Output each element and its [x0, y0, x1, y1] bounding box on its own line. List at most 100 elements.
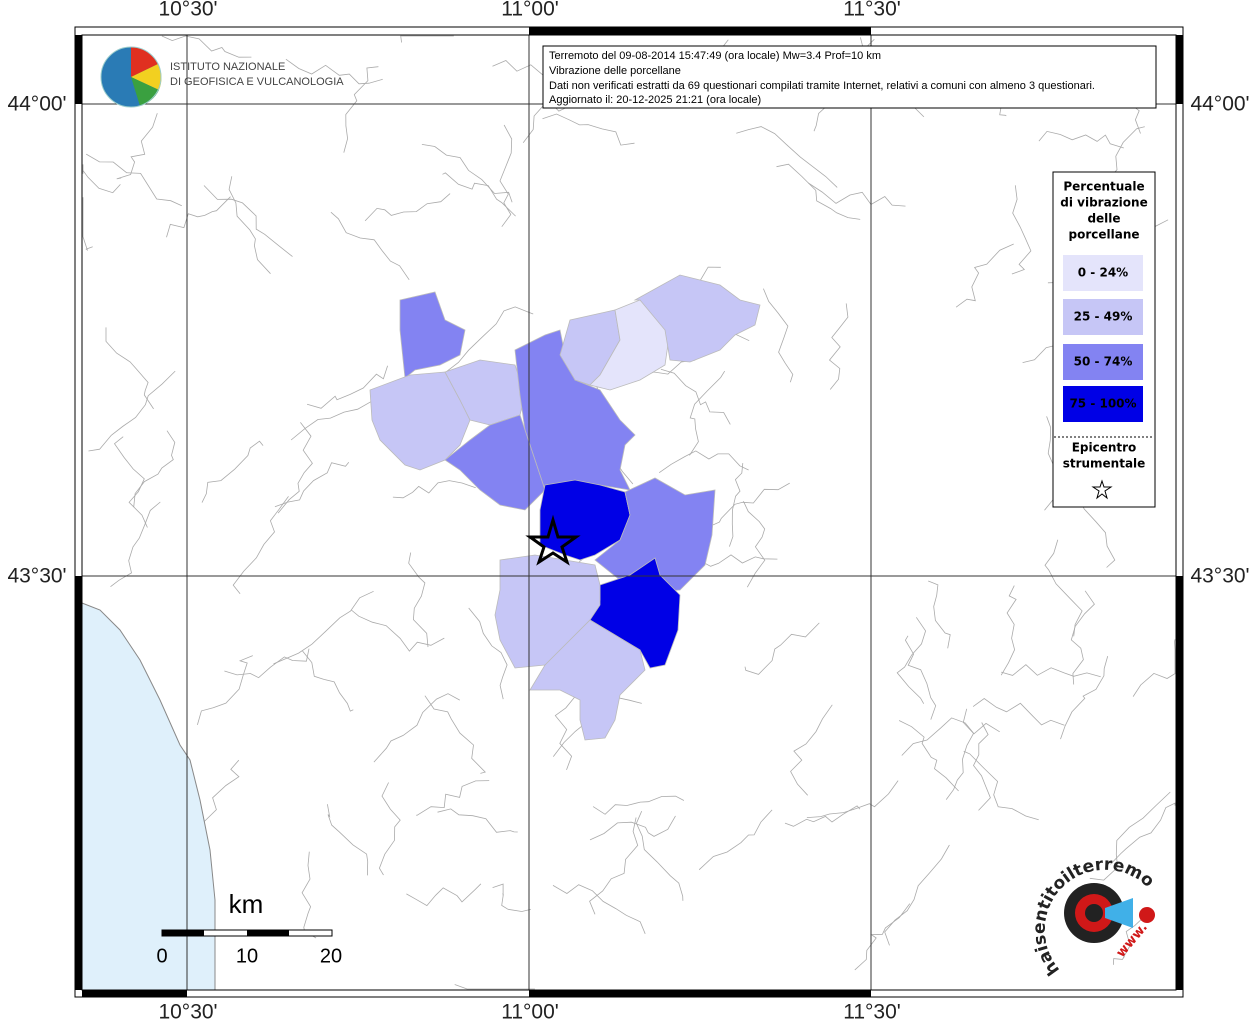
globe-outline — [100, 46, 162, 108]
boundary — [228, 176, 271, 274]
municipality — [529, 619, 646, 741]
legend-swatch — [1063, 299, 1143, 335]
info-box: Terremoto del 09-08-2014 15:47:49 (ora l… — [542, 45, 1157, 109]
legend: Percentuale di vibrazione delle porcella… — [1052, 171, 1156, 508]
boundary — [105, 327, 154, 410]
legend-swatch — [1063, 255, 1143, 291]
epicenter-star — [525, 514, 581, 566]
logo-text: ISTITUTO NAZIONALE — [170, 61, 285, 73]
boundary — [161, 35, 252, 58]
scale-tick: 10 — [236, 945, 258, 967]
municipality — [539, 479, 631, 561]
boundary — [82, 164, 121, 194]
globe-wedge — [131, 47, 158, 77]
lon-label: 11°30' — [843, 0, 901, 21]
boundary — [421, 144, 513, 203]
boundary — [589, 815, 676, 841]
badge-horn — [1105, 898, 1133, 928]
badge-dot — [1139, 907, 1155, 923]
boundary — [898, 720, 959, 792]
lat-label: 44°00' — [7, 93, 66, 116]
boundary — [963, 750, 1039, 821]
boundary — [744, 622, 820, 675]
legend-label: 0 - 24% — [1078, 266, 1128, 280]
boundary — [542, 113, 635, 146]
logo-text: DI GEOFISICA E VULCANOLOGIA — [170, 76, 344, 88]
frame-bar — [1176, 35, 1183, 104]
frame-bar — [75, 576, 82, 990]
boundary — [406, 883, 482, 907]
lat-label: 44°00' — [1190, 93, 1249, 116]
boundary — [85, 153, 182, 207]
boundary — [743, 501, 766, 588]
legend-swatch — [1063, 386, 1143, 422]
globe-wedge — [131, 64, 162, 90]
legend-title: di vibrazione — [1060, 196, 1147, 210]
boundary — [705, 482, 790, 529]
boundary — [928, 580, 951, 649]
boundary — [444, 306, 534, 374]
boundary — [729, 463, 744, 547]
info-frame — [542, 45, 1157, 109]
lat-label: 43°30' — [1190, 565, 1249, 588]
boundary — [736, 126, 838, 188]
boundary — [589, 817, 639, 915]
lon-label: 10°30' — [158, 1001, 217, 1024]
boundary — [201, 440, 264, 503]
boundary — [378, 782, 401, 876]
boundary — [635, 810, 684, 901]
boundary — [790, 704, 833, 796]
info-line: Terremoto del 09-08-2014 15:47:49 (ora l… — [549, 50, 881, 62]
scale-unit: km — [229, 889, 264, 919]
boundary — [592, 795, 685, 815]
lat-label: 43°30' — [7, 565, 66, 588]
boundary — [1110, 802, 1176, 865]
boundary — [955, 243, 1014, 308]
boundary — [658, 450, 749, 474]
boundary — [1070, 590, 1095, 685]
frame-bar — [529, 27, 871, 35]
boundary — [1001, 664, 1101, 678]
boundary — [82, 197, 93, 251]
boundary — [945, 708, 974, 800]
frame-bar — [75, 35, 82, 104]
ingv-logo: ISTITUTO NAZIONALE DI GEOFISICA E VULCAN… — [100, 46, 344, 108]
legend-epicenter: Epicentro — [1072, 441, 1137, 455]
boundary — [166, 196, 231, 238]
boundary — [330, 211, 410, 281]
boundary — [1132, 639, 1176, 697]
boundary — [116, 113, 158, 180]
legend-title: delle — [1087, 212, 1120, 226]
frame-bar — [529, 990, 871, 997]
boundary — [408, 552, 429, 648]
legend-label: 50 - 74% — [1074, 355, 1133, 369]
scale-seg — [247, 930, 289, 936]
boundary — [884, 844, 950, 946]
boundary — [896, 617, 927, 704]
lon-label: 11°00' — [501, 1001, 559, 1024]
boundary — [552, 884, 646, 934]
boundary — [1060, 655, 1109, 740]
legend-title: Percentuale — [1063, 180, 1144, 194]
boundary — [1038, 130, 1124, 149]
boundary — [808, 182, 906, 207]
boundary — [232, 496, 289, 595]
boundary — [1044, 539, 1083, 637]
legend-star — [1091, 479, 1113, 500]
intensity-areas — [369, 274, 761, 741]
boundary — [273, 590, 374, 665]
boundary — [327, 804, 369, 876]
boundary — [1000, 585, 1017, 676]
scale-bar: km 0 10 20 — [156, 889, 342, 967]
legend-epicenter: strumentale — [1063, 457, 1146, 471]
lon-label: 10°30' — [158, 0, 217, 21]
boundary — [784, 805, 861, 827]
boundary — [88, 370, 176, 452]
boundary — [973, 722, 991, 811]
boundary — [468, 607, 508, 700]
municipality — [633, 274, 761, 363]
legend-frame — [1052, 171, 1156, 508]
municipality — [399, 291, 466, 379]
boundary — [302, 650, 354, 712]
